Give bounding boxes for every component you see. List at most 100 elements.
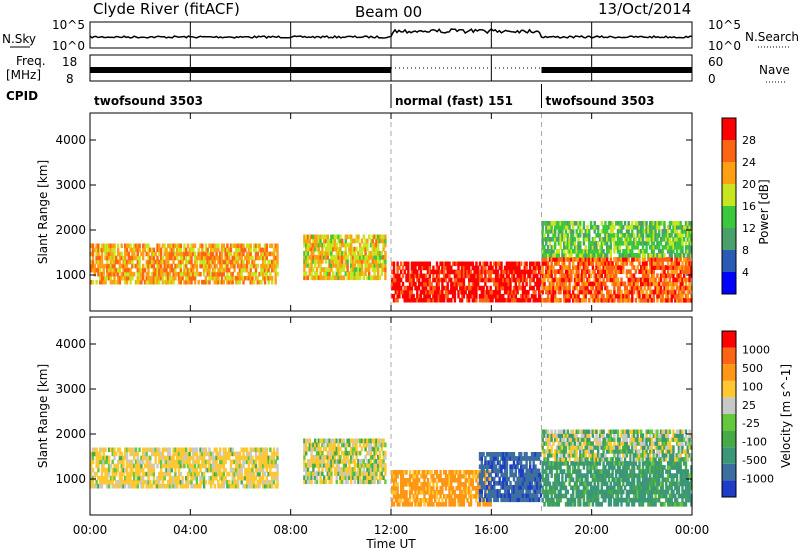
rti-cell [666,289,670,295]
rti-cell [220,463,224,469]
rti-cell [228,471,231,477]
rti-cell [460,482,464,487]
rti-cell [172,243,175,249]
rti-cell [543,285,546,291]
rti-cell [202,271,206,277]
rti-cell [260,475,263,481]
rti-cell [326,471,329,476]
rti-cell [507,456,510,461]
rti-cell [407,478,410,483]
rti-cell [364,259,367,264]
rti-cell [564,225,568,230]
rti-cell [199,483,202,489]
rti-cell [339,259,342,264]
rti-cell [643,229,646,234]
rti-cell [466,490,469,495]
rti-cell [131,259,134,265]
rti-cell [577,249,580,254]
rti-cell [245,251,249,257]
rti-cell [344,454,347,460]
rti-cell [674,229,677,234]
rti-cell [265,247,268,253]
rti-cell [310,242,313,248]
rti-cell [199,479,202,485]
rti-cell [156,263,159,269]
rti-cell [122,471,125,477]
rti-cell [598,297,602,303]
rti-cell [350,246,353,252]
rti-cell [494,285,498,291]
rti-cell [167,279,170,285]
rti-cell [507,489,510,494]
rti-cell [213,259,216,265]
rti-cell [145,259,148,265]
rti-cell [368,259,371,264]
rti-cell [652,281,655,287]
rti-cell [333,242,337,248]
rti-cell [224,455,227,461]
rti-cell [536,285,539,291]
rti-cell [335,475,338,480]
rti-cell [457,273,460,279]
rti-cell [570,241,573,246]
rti-cell [640,249,643,254]
rti-cell [323,459,326,464]
rti-cell [417,261,421,267]
rti-cell [118,475,122,481]
rti-cell [263,447,267,453]
rti-cell [401,470,405,475]
rti-cell [482,485,485,490]
rti-cell [253,475,256,481]
rti-cell [663,221,666,226]
rti-cell [100,483,104,489]
rti-cell [95,455,98,461]
rti-cell [484,493,487,498]
rti-cell [256,243,259,249]
rti-cell [127,271,130,277]
rti-cell [408,285,412,291]
rti-cell [174,271,177,277]
rti-cell [134,247,138,253]
rti-cell [584,285,587,291]
rti-cell [249,275,252,281]
rti-cell [552,269,555,274]
rti-cell [274,263,277,269]
rti-cell [663,253,666,258]
rti-cell [672,273,675,279]
rti-cell [362,479,365,485]
rti-cell [305,242,308,248]
rti-cell [258,451,261,457]
rti-cell [95,447,98,453]
rti-cell [91,447,95,453]
power-ytick-label: 4000 [55,133,86,147]
rti-cell [158,263,161,269]
rti-cell [140,475,143,481]
rti-cell [335,271,338,276]
rti-cell [546,297,550,303]
rti-cell [357,255,360,260]
rti-cell [455,281,458,287]
rti-cell [145,459,148,465]
rti-cell [631,265,634,270]
rti-cell [505,497,509,503]
rti-cell [523,293,526,299]
rti-cell [233,243,236,249]
rti-cell [256,467,259,473]
rti-cell [539,269,543,275]
rti-cell [332,259,335,264]
rti-cell [403,478,406,483]
rti-cell [258,475,261,481]
rti-cell [464,285,467,291]
rti-cell [407,297,410,303]
rti-cell [435,494,439,499]
rti-cell [650,249,654,254]
rti-cell [613,225,616,230]
rti-cell [163,267,166,273]
rti-cell [437,297,440,303]
rti-cell [342,467,346,472]
rti-cell [394,289,397,295]
rti-cell [348,246,351,252]
rti-cell [419,297,423,303]
rti-cell [274,475,277,481]
rti-cell [632,225,636,230]
